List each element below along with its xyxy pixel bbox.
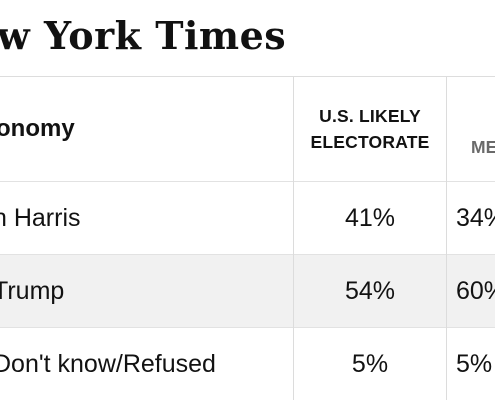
question-heading: onomy: [0, 115, 75, 142]
column-header-second: ME: [471, 137, 495, 157]
column-header-line: U.S. LIKELY: [319, 106, 421, 126]
table-row: Don't know/Refused 5% 5%: [0, 328, 495, 400]
table-row: Trump 54% 60%: [0, 255, 495, 328]
masthead-divider: [0, 76, 495, 77]
row-label: n Harris: [0, 203, 81, 232]
row-value-electorate: 5%: [351, 349, 389, 378]
poll-table: onomy U.S. LIKELY ELECTORATE ME n Harris…: [0, 77, 495, 400]
column-header-us-likely-electorate: U.S. LIKELY ELECTORATE: [294, 103, 446, 155]
nyt-logo: w York Times: [0, 13, 287, 58]
column-header-line: ELECTORATE: [310, 132, 430, 152]
row-value-electorate: 54%: [344, 276, 396, 305]
row-label: Trump: [0, 276, 65, 305]
row-value-second: 34%: [456, 203, 495, 232]
row-value-second: 5%: [456, 349, 493, 378]
row-value-electorate: 41%: [344, 203, 396, 232]
column-divider: [293, 77, 294, 400]
column-divider: [446, 77, 447, 400]
table-row: n Harris 41% 34%: [0, 182, 495, 255]
row-value-second: 60%: [456, 276, 495, 305]
row-label: Don't know/Refused: [0, 349, 216, 378]
table-header-row: onomy U.S. LIKELY ELECTORATE ME: [0, 77, 495, 182]
